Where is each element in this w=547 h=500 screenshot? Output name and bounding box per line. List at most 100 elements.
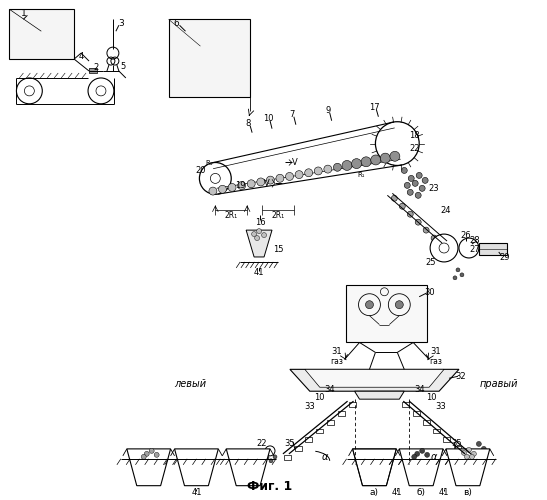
Circle shape (154, 452, 159, 458)
Text: газ: газ (429, 357, 443, 366)
Text: 34: 34 (324, 384, 335, 394)
Text: 7: 7 (289, 110, 295, 120)
Text: в): в) (463, 488, 473, 497)
Text: 9: 9 (325, 106, 330, 116)
Circle shape (408, 190, 413, 196)
Bar (284, 455, 291, 460)
Circle shape (430, 234, 458, 262)
Circle shape (324, 165, 332, 173)
Circle shape (408, 176, 414, 182)
Text: 10: 10 (426, 392, 437, 402)
Circle shape (269, 459, 273, 463)
Circle shape (254, 236, 260, 240)
Text: 24: 24 (441, 206, 451, 214)
Bar (295, 446, 302, 451)
Circle shape (305, 169, 313, 177)
Bar (479, 243, 507, 255)
Text: 34: 34 (414, 384, 424, 394)
Bar (433, 428, 440, 434)
Circle shape (467, 448, 472, 452)
Text: 6: 6 (173, 19, 179, 28)
Text: 25: 25 (426, 258, 437, 268)
Polygon shape (127, 449, 171, 486)
Text: 32: 32 (456, 372, 466, 381)
Circle shape (144, 452, 149, 456)
Text: 4: 4 (78, 52, 84, 60)
Circle shape (334, 164, 341, 172)
Text: 18: 18 (409, 131, 420, 140)
Polygon shape (399, 449, 443, 486)
Circle shape (412, 180, 418, 186)
Circle shape (415, 452, 420, 456)
Polygon shape (246, 230, 272, 257)
Text: 31: 31 (331, 347, 342, 356)
Text: 35: 35 (452, 440, 462, 448)
Bar (423, 420, 430, 424)
Text: газ: газ (330, 357, 343, 366)
Circle shape (266, 176, 275, 184)
Bar (316, 428, 323, 434)
Text: 23: 23 (429, 184, 439, 193)
Bar (453, 446, 461, 451)
Text: 20: 20 (195, 166, 206, 175)
Circle shape (469, 454, 474, 460)
Text: левый: левый (174, 379, 207, 389)
Circle shape (431, 235, 437, 241)
Text: 10: 10 (315, 392, 325, 402)
Circle shape (415, 192, 421, 198)
Polygon shape (354, 391, 404, 399)
Bar (444, 438, 450, 442)
Text: 41: 41 (392, 488, 403, 497)
Text: 22: 22 (409, 144, 420, 153)
Text: 41: 41 (191, 488, 202, 497)
Circle shape (375, 122, 419, 166)
Text: 33: 33 (436, 402, 446, 410)
Text: 2: 2 (94, 62, 98, 72)
Circle shape (247, 180, 255, 188)
Circle shape (141, 454, 146, 460)
Circle shape (257, 178, 265, 186)
Circle shape (261, 232, 266, 237)
Text: 29: 29 (499, 254, 510, 262)
Circle shape (415, 219, 421, 225)
Polygon shape (353, 449, 397, 486)
Bar (346, 285, 427, 343)
Polygon shape (446, 449, 490, 486)
Circle shape (479, 454, 484, 460)
Text: 16: 16 (255, 218, 265, 226)
Circle shape (237, 182, 246, 190)
Circle shape (352, 158, 362, 168)
Bar (89, 68, 97, 73)
Circle shape (273, 455, 277, 459)
Circle shape (390, 152, 400, 162)
Circle shape (416, 172, 422, 178)
Text: Фиг. 1: Фиг. 1 (247, 480, 293, 493)
Text: 5: 5 (120, 62, 125, 70)
Circle shape (481, 446, 486, 452)
Circle shape (412, 454, 417, 460)
Circle shape (286, 172, 294, 180)
Bar (464, 455, 471, 460)
Text: 17: 17 (369, 104, 380, 112)
Text: а): а) (370, 488, 379, 497)
Circle shape (218, 186, 226, 193)
Circle shape (342, 160, 352, 170)
Text: α: α (431, 452, 437, 462)
Text: 31: 31 (431, 347, 441, 356)
Bar (9, 10, 74, 59)
Circle shape (365, 300, 374, 308)
Circle shape (401, 168, 408, 173)
Circle shape (420, 448, 424, 454)
Text: 2R₁: 2R₁ (271, 210, 284, 220)
Circle shape (395, 300, 403, 308)
Text: 33: 33 (305, 402, 315, 410)
Circle shape (252, 232, 257, 236)
Bar (305, 438, 312, 442)
Text: 30: 30 (424, 288, 434, 298)
Circle shape (419, 186, 425, 192)
Polygon shape (290, 370, 459, 391)
Bar (168, 20, 250, 97)
Polygon shape (305, 370, 444, 387)
Circle shape (16, 78, 42, 104)
Text: б): б) (417, 488, 426, 497)
